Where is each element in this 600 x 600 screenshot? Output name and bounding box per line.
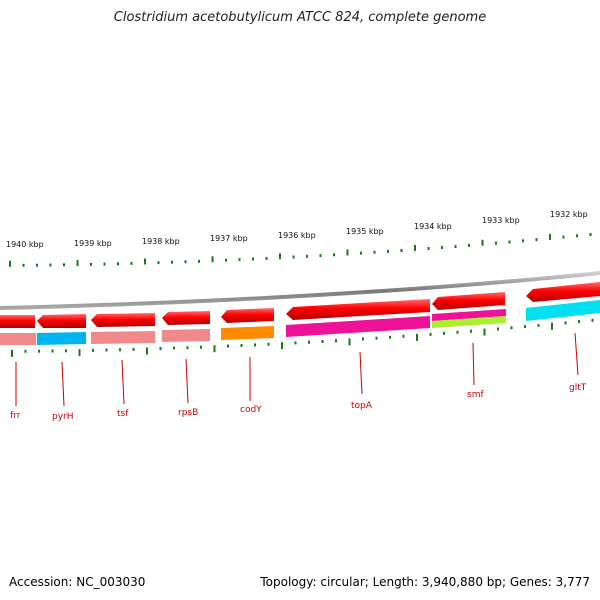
cog-band-pyrH [37,332,86,345]
accession-text: Accession: NC_003030 [9,575,146,589]
gene-label-pyrH: pyrH [52,412,74,422]
leader-pyrH [61,361,65,407]
cog-band-codY [221,326,274,340]
cog-band-tsf [91,331,155,344]
cds-track [0,282,600,328]
cds-arrow-frr [0,315,35,328]
gene-label-codY: codY [240,405,262,415]
map-title: Clostridium acetobutylicum ATCC 824, com… [113,10,487,25]
gene-label-tsf: tsf [117,409,129,419]
kbp-label: 1940 kbp [6,240,44,249]
gene-label-gltT: gltT [569,383,587,393]
cog-band-smf [432,309,506,321]
kbp-label: 1935 kbp [346,227,384,236]
kbp-label: 1934 kbp [414,222,452,231]
kbp-label: 1937 kbp [210,234,248,243]
genome-backbone [0,271,600,310]
cds-arrow-gltT [526,282,600,302]
leader-rpsB [185,358,189,404]
cog-track [0,300,600,345]
cds-arrow-smf [432,292,505,310]
inner-tick-row [11,318,594,357]
cds-arrow-codY [221,308,274,323]
gene-label-rpsB: rpsB [178,408,198,418]
cds-arrow-rpsB [162,311,210,325]
cog-band-smf-2 [432,316,506,328]
cog-band-rpsB [162,329,210,342]
cds-arrow-pyrH [37,314,86,328]
cds-arrow-tsf [91,313,155,327]
kbp-label: 1938 kbp [142,237,180,246]
leader-smf [472,342,475,386]
genome-summary: Topology: circular; Length: 3,940,880 bp… [260,575,590,589]
cog-band-frr [0,333,36,345]
cds-arrow-topA [286,299,430,320]
cog-band-topA [286,316,430,337]
leader-topA [359,351,363,395]
kbp-scale [9,233,592,267]
gene-label-topA: topA [351,401,373,411]
gene-label-smf: smf [467,390,484,400]
leader-lines [15,332,579,407]
cog-band-gltT [526,300,600,321]
kbp-label: 1933 kbp [482,216,520,225]
leader-tsf [121,359,125,405]
gene-label-frr: frr [10,411,21,421]
kbp-label: 1936 kbp [278,231,316,240]
leader-gltT [574,332,579,376]
kbp-label: 1939 kbp [74,239,112,248]
kbp-label: 1932 kbp [550,210,588,219]
